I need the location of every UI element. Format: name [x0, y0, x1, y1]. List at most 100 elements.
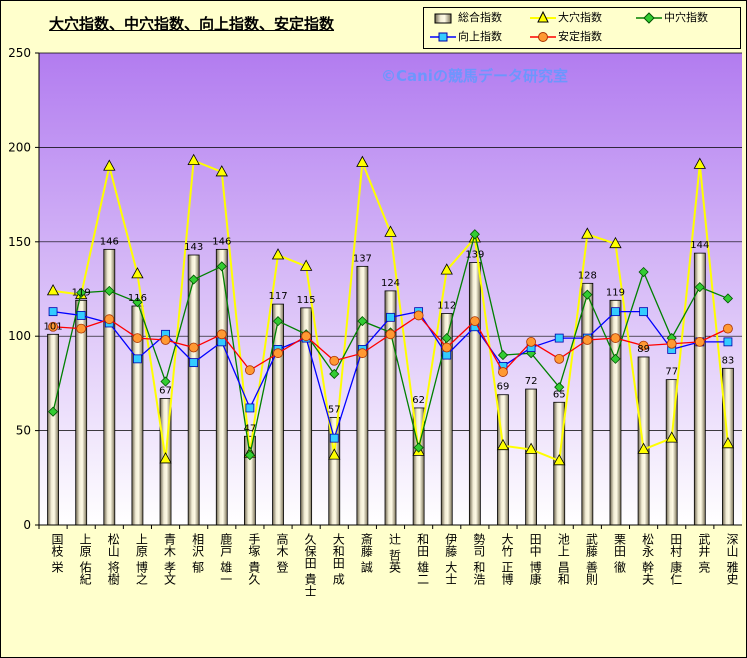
legend-label-daiana: 大穴指数	[558, 11, 602, 24]
point-antei	[132, 333, 143, 343]
bar-value-label: 69	[497, 382, 510, 393]
point-antei	[666, 338, 677, 349]
point-daiana	[131, 267, 144, 279]
y-tick-label: 0	[23, 518, 31, 532]
point-koujou	[611, 307, 620, 317]
y-tick-label: 50	[16, 424, 31, 438]
axis-layer: 0 50 100 150 200 250 国枝 栄上原 佑紀 松山 将樹 上原 博之 青木 孝文相…	[8, 46, 742, 597]
point-antei	[441, 342, 452, 353]
bar-value-label: 67	[159, 386, 172, 397]
point-antei	[244, 365, 255, 376]
bar-value-label: 62	[412, 395, 425, 406]
point-chuana	[216, 261, 227, 272]
point-chuana	[694, 282, 705, 293]
x-tick-label: 上原 佑紀	[78, 533, 92, 585]
bar-value-label: 47	[244, 423, 257, 434]
y-tick-label: 200	[8, 140, 31, 154]
x-tick-label: 和田 雄二	[416, 533, 430, 585]
point-daiana	[609, 236, 622, 249]
point-antei	[638, 340, 649, 351]
point-chuana	[413, 442, 424, 453]
point-daiana	[693, 157, 706, 169]
bar-total	[75, 299, 88, 526]
point-chuana	[244, 450, 255, 461]
bar-value-label: 128	[578, 270, 597, 281]
point-koujou	[76, 311, 86, 320]
x-tick-label: 田中 博康	[528, 533, 542, 585]
point-daiana	[187, 153, 200, 166]
x-tick-label: 斎藤 誠	[359, 532, 373, 574]
point-daiana	[581, 227, 594, 239]
point-antei	[329, 355, 340, 366]
x-tick-label: 大和田 成	[331, 533, 345, 586]
point-chuana	[160, 376, 171, 387]
point-daiana	[46, 284, 60, 296]
bar-value-label: 89	[637, 344, 650, 355]
bar-value-label: 115	[297, 295, 316, 306]
x-tick-label: 武井 亮	[697, 533, 711, 573]
point-daiana	[328, 448, 341, 460]
x-tick-label: 高木 登	[275, 532, 289, 573]
x-tick-label: 松永 幹夫	[641, 533, 655, 586]
point-chuana	[554, 382, 565, 393]
x-tick-label: 伊藤 大士	[444, 533, 458, 585]
x-tick-label: 手塚 貴久	[247, 533, 261, 586]
bar-value-label: 83	[722, 355, 735, 366]
bar-value-label: 57	[328, 404, 341, 415]
point-koujou	[189, 358, 199, 368]
chart-title: 大穴指数、中穴指数、向上指数、安定指数	[49, 15, 335, 33]
x-tick-label: 辻 哲英	[388, 533, 402, 573]
x-tick-label: 久保田 貴士	[303, 533, 317, 597]
point-chuana	[76, 287, 87, 298]
legend-label-chuana: 中穴指数	[664, 11, 708, 24]
point-chuana	[272, 316, 284, 327]
y-tick-label: 150	[8, 235, 31, 249]
x-tick-label: 鹿戸 雄一	[219, 532, 233, 585]
bar-value-label: 101	[44, 321, 63, 332]
bar-value-label: 144	[690, 240, 709, 251]
bar-value-label: 72	[525, 376, 538, 387]
point-koujou	[723, 337, 733, 347]
legend-label-total: 総合指数	[458, 11, 502, 24]
point-daiana	[496, 438, 510, 451]
point-antei	[76, 323, 87, 334]
watermark-text: ©Caniの競馬データ研究室	[381, 67, 568, 85]
x-tick-label: 国枝 栄	[50, 533, 64, 573]
point-antei	[216, 329, 227, 340]
point-antei	[385, 329, 396, 340]
x-tick-label: 田村 康仁	[669, 533, 683, 585]
point-antei	[160, 335, 171, 345]
point-daiana	[215, 165, 228, 177]
x-tick-label: 池上 昌和	[556, 533, 570, 585]
bar-value-label: 143	[184, 242, 203, 253]
point-chuana	[104, 285, 115, 296]
point-chuana	[357, 316, 368, 327]
bar-value-label: 112	[437, 301, 456, 312]
point-antei	[582, 335, 593, 345]
point-antei	[188, 342, 199, 353]
point-chuana	[329, 368, 340, 380]
bar-total	[468, 262, 481, 526]
bar-value-label: 116	[128, 293, 147, 304]
x-tick-label: 青木 孝文	[163, 533, 177, 585]
point-antei	[357, 348, 368, 359]
legend-label-koujou: 向上指数	[458, 30, 502, 43]
bar-total	[384, 290, 397, 526]
point-antei	[498, 367, 508, 377]
bar-value-label: 146	[212, 236, 231, 247]
label-layer: 101 119 146 116 67 143 146 47 117 115 57 137 124 62 11…	[44, 236, 735, 434]
bar-value-label: 124	[381, 278, 400, 289]
point-koujou	[48, 307, 58, 317]
point-chuana	[132, 297, 143, 308]
line-layer	[46, 153, 735, 466]
point-koujou	[329, 433, 339, 443]
x-tick-label: 勢司 和浩	[472, 532, 486, 585]
point-chuana	[497, 350, 509, 361]
point-daiana	[665, 431, 678, 443]
point-daiana	[637, 442, 650, 454]
point-koujou	[639, 307, 648, 317]
point-daiana	[356, 155, 369, 167]
point-antei	[301, 331, 312, 342]
point-daiana	[524, 442, 538, 454]
